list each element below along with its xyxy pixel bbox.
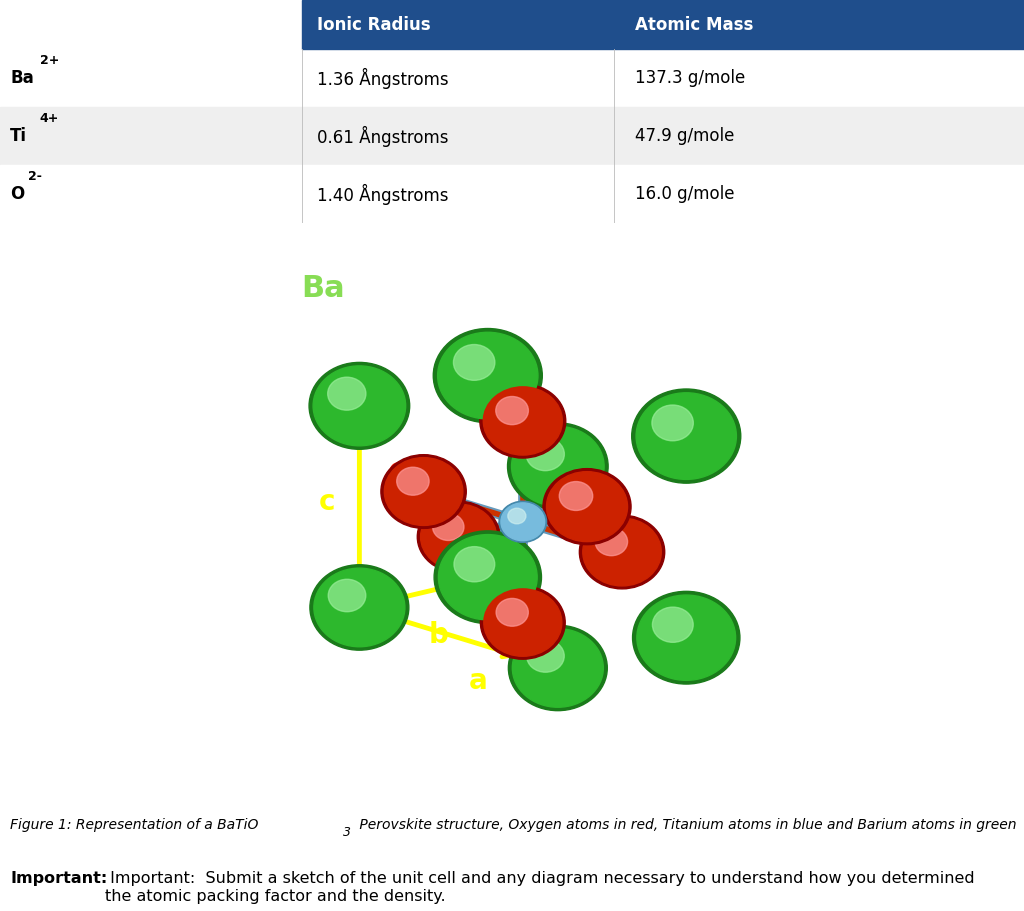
Text: Important:  Submit a sketch of the unit cell and any diagram necessary to unders: Important: Submit a sketch of the unit c… [105,871,975,904]
Circle shape [381,455,466,528]
Circle shape [483,589,562,656]
Bar [0,107,1024,165]
Text: 3: 3 [343,825,351,839]
Text: 16.0 g/mole: 16.0 g/mole [635,185,734,203]
Text: Important:: Important: [10,871,108,886]
Text: O: O [10,185,25,203]
Circle shape [314,568,404,647]
Text: 137.3 g/mole: 137.3 g/mole [635,69,745,87]
Circle shape [512,629,603,707]
Text: Figure 1: Representation of a BaTiO: Figure 1: Representation of a BaTiO [10,818,259,832]
Circle shape [313,366,406,445]
Circle shape [328,377,366,410]
Circle shape [636,393,736,479]
Text: 2+: 2+ [40,54,59,67]
Bar [0,165,1024,223]
Circle shape [418,501,500,573]
Text: a: a [469,667,487,695]
Circle shape [438,535,538,619]
Text: Ti: Ti [539,480,567,507]
Bar [0,49,1024,107]
Text: Atomic Mass: Atomic Mass [635,15,754,34]
Circle shape [583,518,662,586]
Text: 1.36 Ångstroms: 1.36 Ångstroms [317,67,450,88]
Circle shape [526,640,564,672]
Circle shape [637,595,735,681]
Circle shape [512,426,604,507]
Circle shape [508,423,608,510]
Circle shape [433,329,543,423]
Circle shape [396,467,429,496]
Circle shape [454,344,495,380]
Bar [302,0,1024,49]
Text: 47.9 g/mole: 47.9 g/mole [635,128,734,145]
Text: 1.40 Ångstroms: 1.40 Ångstroms [317,184,449,205]
Text: Perovskite structure, Oxygen atoms in red, Titanium atoms in blue and Barium ato: Perovskite structure, Oxygen atoms in re… [355,818,1017,832]
Circle shape [508,508,526,524]
Circle shape [652,607,693,642]
Circle shape [652,405,693,441]
Circle shape [580,515,665,589]
Circle shape [421,504,497,569]
Text: Ionic Radius: Ionic Radius [317,15,431,34]
Text: Ti: Ti [10,128,28,145]
Circle shape [480,586,565,660]
Circle shape [499,501,547,542]
Text: 0.61 Ångstroms: 0.61 Ångstroms [317,126,449,147]
Circle shape [633,591,740,684]
Circle shape [501,503,545,540]
Text: Ba: Ba [10,69,34,87]
Circle shape [310,565,409,650]
Text: 2-: 2- [28,169,42,183]
Circle shape [309,363,410,449]
Circle shape [632,389,740,483]
Circle shape [543,468,631,545]
Circle shape [329,579,366,611]
Circle shape [595,527,628,556]
Circle shape [434,531,542,623]
Circle shape [496,599,528,626]
Circle shape [454,547,495,582]
Text: b: b [429,621,449,650]
Text: 4+: 4+ [40,112,59,125]
Circle shape [384,457,463,526]
Circle shape [432,513,464,540]
Text: O: O [388,461,412,489]
Circle shape [559,482,593,510]
Text: Ba: Ba [301,274,345,303]
Circle shape [480,384,565,458]
Circle shape [496,396,528,425]
Circle shape [483,387,562,456]
Circle shape [437,333,538,419]
Circle shape [526,437,564,471]
Text: c: c [318,488,335,516]
Circle shape [508,625,607,711]
Circle shape [547,472,628,542]
